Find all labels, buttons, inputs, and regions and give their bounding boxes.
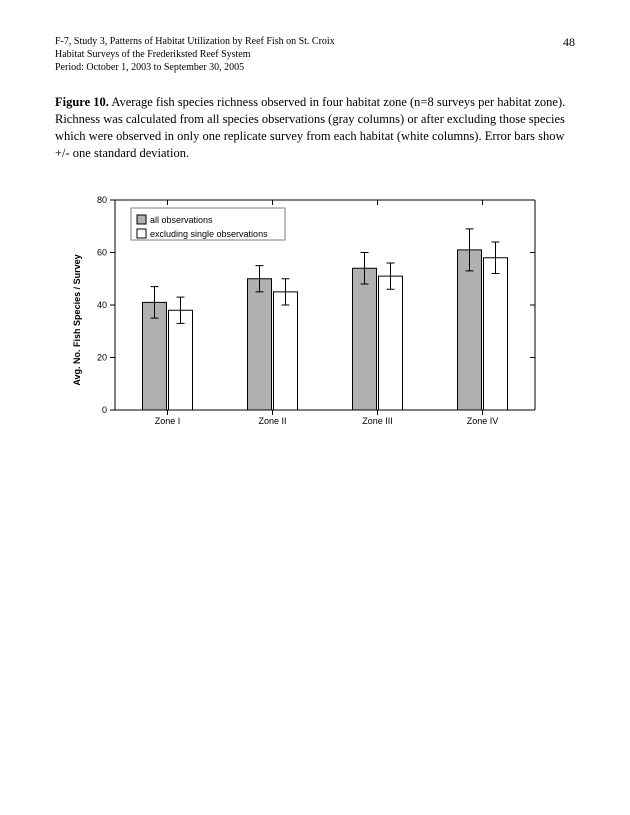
svg-text:all observations: all observations — [150, 215, 213, 225]
svg-text:Zone I: Zone I — [155, 416, 181, 426]
svg-text:Zone IV: Zone IV — [467, 416, 499, 426]
richness-bar-chart: Avg. No. Fish Species / Survey 020406080… — [85, 190, 545, 450]
svg-text:Zone II: Zone II — [258, 416, 286, 426]
y-axis-label: Avg. No. Fish Species / Survey — [72, 254, 82, 385]
figure-number: Figure 10. — [55, 95, 109, 109]
svg-text:40: 40 — [97, 300, 107, 310]
svg-text:60: 60 — [97, 247, 107, 257]
header-line-1: F-7, Study 3, Patterns of Habitat Utiliz… — [55, 35, 575, 48]
page-number: 48 — [563, 35, 575, 50]
chart-svg: 0 20 40 60 80 Zone I Zone II Zone III Zone IV all… — [85, 190, 545, 440]
svg-text:80: 80 — [97, 195, 107, 205]
header-line-2: Habitat Surveys of the Frederiksted Reef… — [55, 48, 575, 61]
svg-text:20: 20 — [97, 352, 107, 362]
doc-header: F-7, Study 3, Patterns of Habitat Utiliz… — [55, 35, 575, 74]
figure-caption-text: Average fish species richness observed i… — [55, 95, 565, 160]
header-line-3: Period: October 1, 2003 to September 30,… — [55, 61, 575, 74]
svg-text:Zone III: Zone III — [362, 416, 393, 426]
figure-caption: Figure 10. Average fish species richness… — [55, 94, 575, 162]
svg-text:excluding single observations: excluding single observations — [150, 229, 268, 239]
svg-text:0: 0 — [102, 405, 107, 415]
